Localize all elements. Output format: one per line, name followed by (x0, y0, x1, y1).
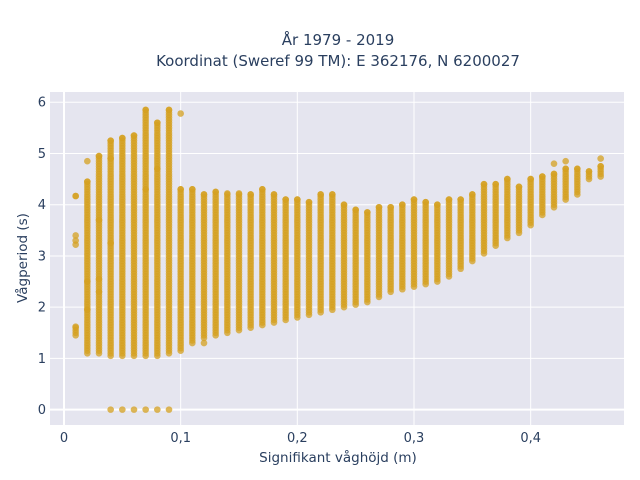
data-point (142, 106, 149, 114)
data-point (527, 175, 534, 183)
data-point (492, 180, 499, 188)
data-point (107, 406, 114, 413)
data-point (72, 323, 79, 330)
data-point (84, 157, 91, 165)
y-tick-label: 5 (38, 147, 46, 162)
y-tick-label: 3 (38, 249, 46, 264)
data-point (364, 209, 371, 216)
data-point (200, 339, 208, 347)
data-point (107, 239, 114, 247)
y-axis-label: Vågperiod (s) (14, 213, 31, 303)
data-point (142, 186, 149, 193)
y-tick-label: 2 (38, 301, 46, 316)
data-point (550, 160, 558, 168)
y-tick-label: 0 (38, 403, 46, 418)
data-point (154, 406, 161, 413)
data-point (72, 237, 79, 244)
data-point (95, 275, 103, 283)
data-point (410, 196, 418, 203)
data-point (574, 165, 581, 173)
data-point (504, 175, 511, 183)
y-tick-label: 1 (38, 352, 46, 367)
data-point (224, 190, 231, 197)
data-point (539, 173, 546, 180)
data-point (317, 191, 324, 198)
data-point (142, 406, 149, 413)
data-point (515, 183, 523, 191)
data-point (329, 191, 336, 198)
data-point (422, 198, 429, 206)
data-point (457, 196, 464, 203)
data-point (562, 157, 569, 165)
data-point (119, 134, 126, 142)
data-point (200, 191, 208, 198)
data-point (72, 232, 79, 239)
y-tick-label: 4 (38, 198, 46, 213)
data-point (387, 203, 394, 211)
data-point (305, 198, 313, 206)
y-tick-label: 6 (38, 96, 46, 111)
data-point (375, 203, 383, 211)
x-tick-label: 0,3 (404, 431, 425, 446)
data-point (597, 162, 604, 170)
data-point (434, 201, 441, 209)
data-points (72, 106, 604, 413)
data-point (95, 288, 103, 296)
chart-title-line2: Koordinat (Sweref 99 TM): E 362176, N 62… (156, 52, 520, 70)
data-point (84, 306, 91, 314)
data-point (259, 186, 266, 193)
x-tick-labels: 0 0,1 0,2 0,3 0,4 (60, 431, 541, 446)
data-point (95, 152, 103, 160)
data-point (247, 191, 254, 198)
data-point (84, 178, 91, 185)
data-point (72, 192, 79, 200)
data-point (107, 137, 114, 144)
x-tick-label: 0,1 (170, 431, 191, 446)
data-point (294, 196, 301, 203)
data-point (107, 155, 114, 162)
data-point (340, 201, 348, 209)
data-point (154, 119, 161, 127)
data-point (95, 216, 103, 224)
data-point (177, 110, 184, 117)
data-point (282, 196, 289, 203)
chart-title-line1: År 1979 - 2019 (282, 30, 395, 49)
data-point (165, 106, 173, 114)
data-point (212, 188, 219, 196)
data-point (480, 180, 488, 188)
x-axis-label: Signifikant våghöjd (m) (259, 449, 417, 466)
data-point (585, 168, 593, 175)
data-point (550, 170, 558, 178)
data-point (597, 155, 604, 162)
data-point (469, 191, 476, 198)
data-point (130, 406, 138, 413)
data-point (189, 186, 196, 193)
data-point (119, 406, 126, 413)
data-point (445, 196, 453, 203)
data-point (399, 201, 406, 209)
data-point (84, 278, 91, 285)
data-point (562, 165, 569, 173)
y-tick-labels: 0 1 2 3 4 5 6 (38, 96, 46, 418)
data-point (177, 186, 184, 193)
data-point (352, 206, 359, 214)
data-point (235, 190, 243, 197)
data-point (165, 406, 173, 413)
x-tick-label: 0 (60, 431, 68, 446)
x-tick-label: 0,4 (520, 431, 541, 446)
data-point (130, 132, 138, 139)
x-tick-label: 0,2 (287, 431, 308, 446)
data-point (154, 165, 161, 173)
data-point (270, 191, 278, 198)
